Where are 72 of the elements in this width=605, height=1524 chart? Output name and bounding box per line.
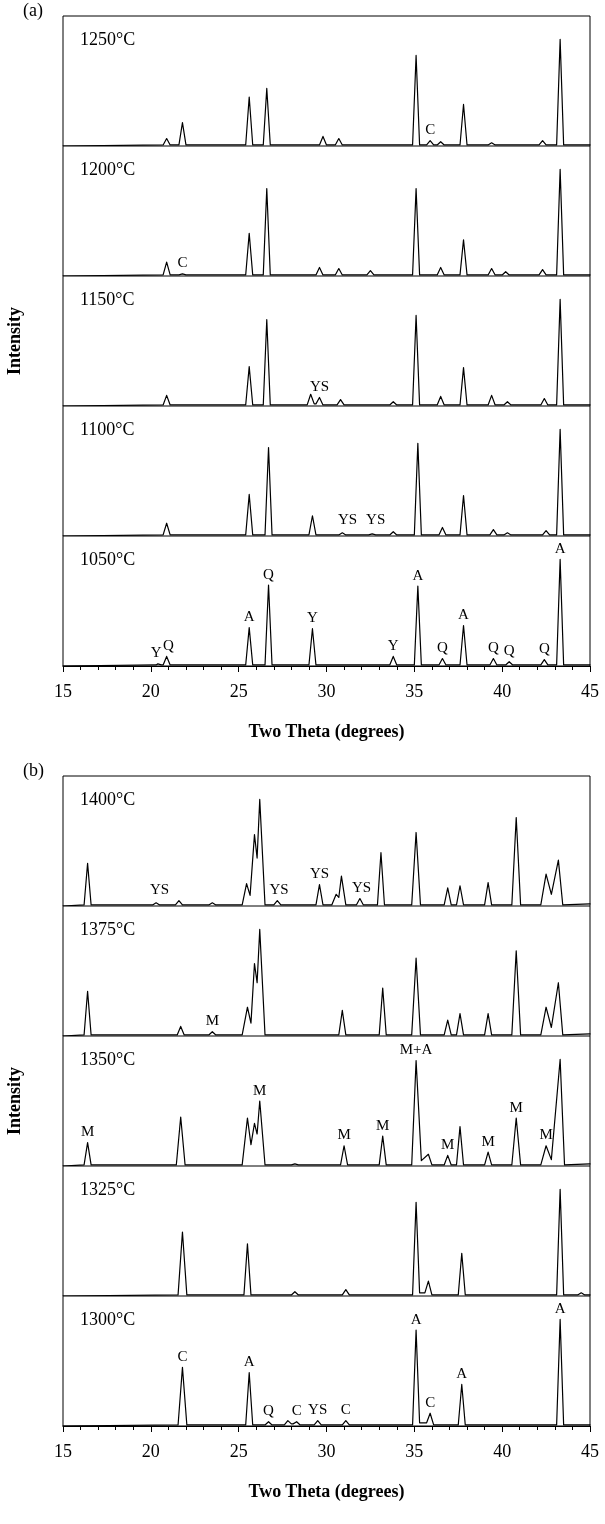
annotation: C bbox=[177, 1347, 188, 1364]
x-tick-label: 30 bbox=[317, 1441, 336, 1461]
x-tick-label: 45 bbox=[581, 681, 599, 701]
annotation: M bbox=[253, 1081, 267, 1098]
x-tick-label: 40 bbox=[493, 681, 512, 701]
annotation: C bbox=[291, 1402, 302, 1419]
x-tick-label: 15 bbox=[54, 1441, 72, 1461]
annotation: Y bbox=[150, 644, 162, 661]
annotation: 1200°C bbox=[80, 159, 136, 179]
annotation: 1250°C bbox=[80, 29, 136, 49]
annotation: C bbox=[177, 254, 188, 271]
annotation: A bbox=[456, 1364, 468, 1381]
annotation: A bbox=[412, 566, 424, 583]
x-tick-label: 35 bbox=[405, 681, 424, 701]
annotation: M bbox=[376, 1116, 390, 1133]
annotation: C bbox=[425, 1393, 436, 1410]
annotation: YS bbox=[352, 879, 372, 896]
x-tick-label: 25 bbox=[229, 681, 248, 701]
annotation: A bbox=[410, 1310, 422, 1327]
annotation: M bbox=[481, 1132, 495, 1149]
x-tick-label: 45 bbox=[581, 1441, 599, 1461]
x-tick-label: 20 bbox=[141, 681, 160, 701]
annotation: 1400°C bbox=[80, 789, 136, 809]
x-tick-label: 15 bbox=[54, 681, 72, 701]
annotation: M bbox=[441, 1135, 455, 1152]
annotation: YS bbox=[308, 1401, 328, 1418]
annotation: M+A bbox=[399, 1041, 433, 1058]
annotation: 1100°C bbox=[80, 419, 135, 439]
annotation: 1375°C bbox=[80, 919, 136, 939]
annotation: M bbox=[337, 1126, 351, 1143]
annotation: Q bbox=[538, 640, 550, 657]
annotation: A bbox=[243, 1353, 255, 1370]
annotation: YS bbox=[366, 511, 386, 528]
annotation: M bbox=[509, 1098, 523, 1115]
x-tick-label: 35 bbox=[405, 1441, 424, 1461]
annotation: YS bbox=[337, 511, 358, 528]
x-axis-title: Two Theta (degrees) bbox=[248, 1481, 405, 1502]
annotation: 1150°C bbox=[80, 289, 135, 309]
annotation: Q bbox=[162, 636, 174, 653]
annotation: C bbox=[340, 1401, 351, 1418]
annotation: 1350°C bbox=[80, 1049, 136, 1069]
x-tick-label: 20 bbox=[141, 1441, 160, 1461]
annotation: A bbox=[554, 1299, 566, 1316]
x-tick-label: 25 bbox=[229, 1441, 248, 1461]
annotation: A bbox=[243, 608, 255, 625]
annotation: YS bbox=[150, 881, 170, 898]
annotation: M bbox=[539, 1126, 553, 1143]
annotation: YS bbox=[269, 881, 289, 898]
annotation: Q bbox=[263, 565, 275, 582]
annotation: Q bbox=[503, 642, 515, 659]
annotation: A bbox=[554, 539, 566, 556]
chart-title: (a) bbox=[23, 0, 43, 21]
annotation: YS bbox=[309, 377, 330, 394]
annotation: Q bbox=[263, 1402, 275, 1419]
x-tick-label: 40 bbox=[493, 1441, 512, 1461]
annotation: Q bbox=[487, 639, 499, 656]
y-axis-title: Intensity bbox=[4, 306, 24, 376]
annotation: 1300°C bbox=[80, 1309, 136, 1329]
chart-title: (b) bbox=[23, 760, 44, 781]
annotation: 1050°C bbox=[80, 549, 136, 569]
y-axis-title: Intensity bbox=[4, 1066, 24, 1136]
annotation: M bbox=[80, 1123, 95, 1140]
x-axis-title: Two Theta (degrees) bbox=[248, 721, 405, 742]
annotation: YS bbox=[309, 865, 330, 882]
annotation: M bbox=[205, 1012, 219, 1029]
annotation: 1325°C bbox=[80, 1179, 136, 1199]
annotation: Y bbox=[307, 609, 319, 626]
annotation: A bbox=[458, 606, 470, 623]
x-tick-label: 30 bbox=[317, 681, 336, 701]
annotation: Y bbox=[387, 636, 399, 653]
annotation: C bbox=[425, 121, 436, 138]
annotation: Q bbox=[437, 639, 449, 656]
